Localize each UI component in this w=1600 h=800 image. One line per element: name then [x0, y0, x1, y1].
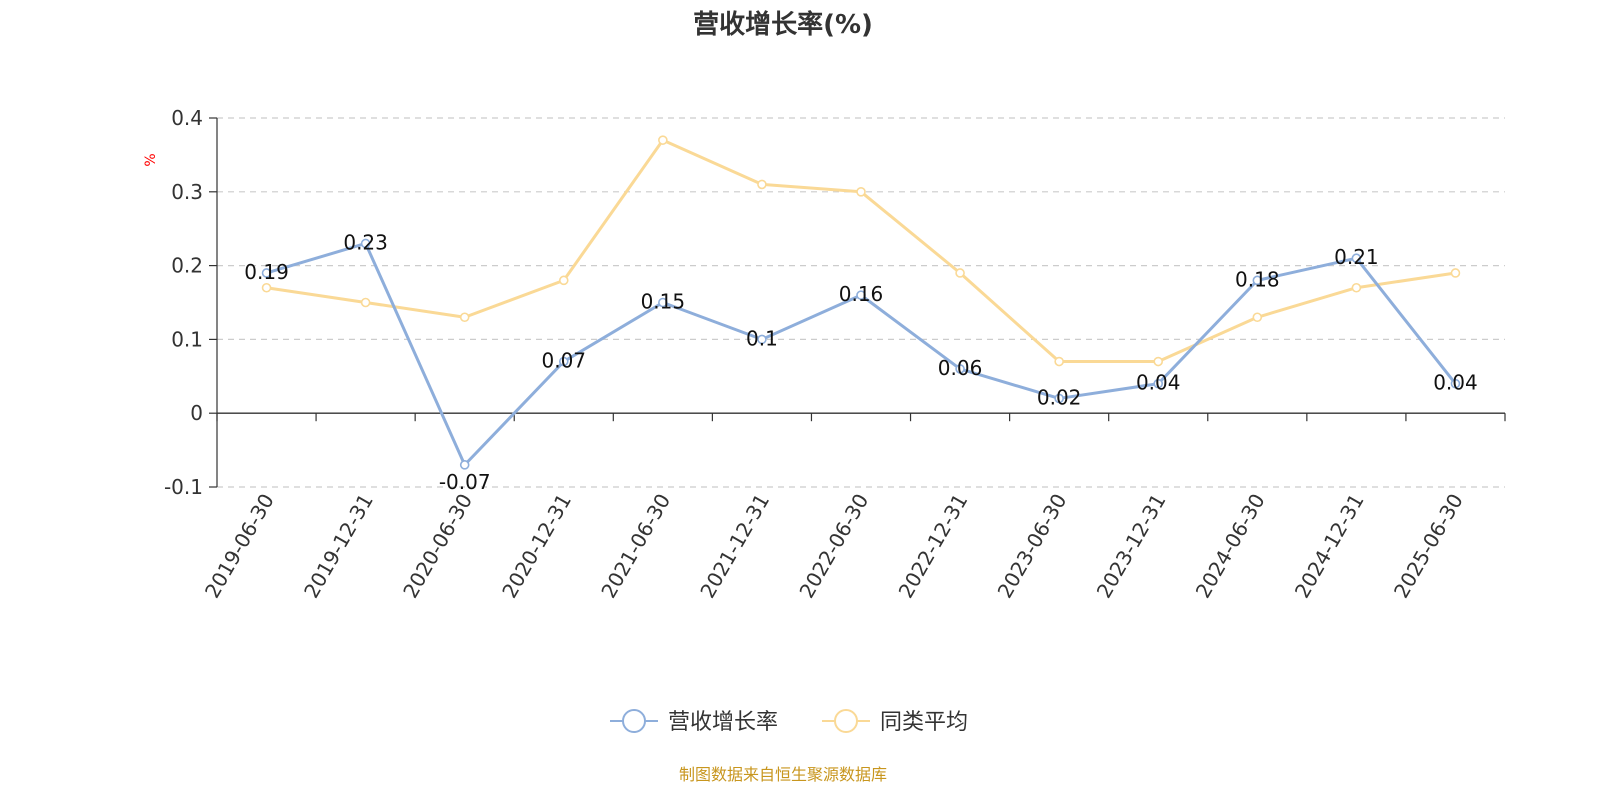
data-point: [658, 135, 668, 145]
x-tick-label: 2019-12-31: [299, 490, 378, 603]
data-point: [261, 282, 272, 293]
series-line: [266, 138, 1456, 364]
data-point: [955, 268, 965, 278]
data-point: [1054, 356, 1064, 367]
legend-label: 同类平均: [880, 710, 968, 735]
axes: -0.1 0 0.1 0.2 0.3 0.4 2019-06-30 2019-12-31 202…: [164, 106, 1506, 603]
x-tick-label: 2022-06-30: [794, 490, 873, 603]
x-tick-label: 2024-06-30: [1191, 490, 1270, 603]
data-point: [1351, 253, 1362, 264]
y-tick-label: 0.3: [171, 180, 203, 204]
series-lines: [261, 135, 1461, 470]
data-point: [1153, 378, 1164, 389]
data-point: [658, 297, 668, 308]
x-tick-label: 2019-06-30: [200, 490, 279, 603]
data-labels: 0.19 0.23 -0.07 0.07 0.15 0.1 0.16 0.06 0.02 0.04…: [244, 230, 1477, 493]
data-label: 0.18: [1235, 267, 1280, 291]
data-point: [558, 275, 569, 286]
legend-label: 营收增长率: [668, 710, 778, 735]
chart-title: 营收增长率(%): [693, 9, 873, 40]
data-point: [757, 179, 767, 190]
source-note: 制图数据来自恒生聚源数据库: [679, 765, 887, 784]
x-tick-label: 2021-06-30: [596, 490, 675, 603]
y-tick-label: -0.1: [164, 475, 203, 499]
x-tick-label: 2022-12-31: [894, 490, 973, 603]
data-point: [1252, 275, 1263, 286]
legend: 营收增长率 同类平均: [610, 709, 968, 735]
data-label: 0.04: [1433, 371, 1478, 395]
data-point: [1450, 268, 1461, 278]
data-point: [1153, 356, 1164, 367]
data-point: [1252, 312, 1263, 323]
x-tick-label: 2023-12-31: [1092, 490, 1171, 603]
x-tick-label: 2020-12-31: [497, 490, 576, 603]
data-point: [757, 334, 767, 345]
legend-marker: [834, 709, 858, 733]
y-tick-label: 0: [190, 401, 203, 425]
data-point: [955, 364, 965, 374]
legend-marker: [622, 709, 646, 733]
data-point: [360, 238, 371, 249]
data-point: [856, 290, 866, 300]
data-point: [360, 297, 371, 308]
y-tick-label: 0.1: [171, 327, 203, 351]
data-label: 0.06: [938, 356, 983, 380]
data-label: 0.02: [1037, 385, 1082, 409]
y-tick-label: 0.4: [171, 106, 203, 130]
data-point: [459, 460, 470, 470]
data-point: [1054, 393, 1064, 404]
data-point: [459, 312, 470, 323]
x-tick-label: 2024-12-31: [1290, 490, 1369, 603]
data-label: 0.07: [542, 349, 587, 373]
data-label: 0.23: [343, 230, 388, 254]
x-tick-label: 2025-06-30: [1389, 490, 1468, 603]
data-label: 0.16: [839, 282, 884, 306]
data-label: 0.21: [1334, 245, 1379, 269]
data-label: 0.04: [1136, 371, 1181, 395]
data-point: [558, 356, 569, 367]
data-label: -0.07: [439, 470, 491, 494]
data-label: 0.1: [746, 326, 778, 350]
x-tick-label: 2020-06-30: [398, 490, 477, 603]
data-point: [261, 268, 272, 278]
data-point: [856, 187, 866, 197]
y-tick-label: 0.2: [171, 254, 203, 278]
data-point: [1351, 282, 1362, 293]
x-tick-label: 2021-12-31: [695, 490, 774, 603]
x-tick-label: 2023-06-30: [993, 490, 1072, 603]
data-label: 0.15: [641, 290, 686, 314]
data-point: [1450, 378, 1461, 389]
y-axis-label: %: [143, 153, 159, 166]
data-label: 0.19: [244, 260, 289, 284]
